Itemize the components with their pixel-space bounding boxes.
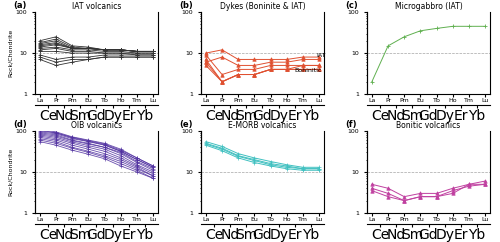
Text: IAT: IAT: [316, 53, 326, 58]
Text: (b): (b): [179, 1, 192, 10]
Y-axis label: Rock/Chondrite: Rock/Chondrite: [8, 148, 13, 196]
Title: OIB volcanics: OIB volcanics: [71, 121, 122, 130]
Title: Dykes (Boninite & IAT): Dykes (Boninite & IAT): [220, 2, 306, 11]
Title: Bonitic volcanics: Bonitic volcanics: [396, 121, 460, 130]
Text: Boninitic: Boninitic: [295, 68, 322, 73]
Text: (d): (d): [13, 120, 26, 129]
Text: (a): (a): [13, 1, 26, 10]
Text: (c): (c): [345, 1, 358, 10]
Text: (e): (e): [179, 120, 192, 129]
Title: E-MORB volcanics: E-MORB volcanics: [228, 121, 296, 130]
Title: IAT volcanics: IAT volcanics: [72, 2, 121, 11]
Title: Microgabbro (IAT): Microgabbro (IAT): [394, 2, 462, 11]
Text: (f): (f): [345, 120, 356, 129]
Y-axis label: Rock/Chondrite: Rock/Chondrite: [8, 29, 13, 77]
